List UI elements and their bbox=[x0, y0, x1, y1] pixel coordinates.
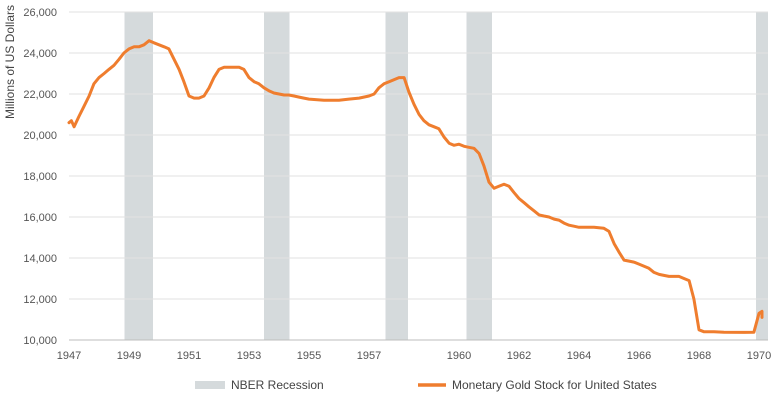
y-tick-label: 24,000 bbox=[23, 48, 57, 60]
x-tick-label: 1962 bbox=[507, 350, 531, 362]
x-tick-label: 1955 bbox=[297, 350, 321, 362]
y-tick-label: 26,000 bbox=[23, 7, 57, 19]
y-tick-label: 12,000 bbox=[23, 294, 57, 306]
legend-series-label: Monetary Gold Stock for United States bbox=[452, 378, 657, 392]
x-tick-label: 1957 bbox=[357, 350, 381, 362]
x-tick-label: 1966 bbox=[627, 350, 651, 362]
series-line-1 bbox=[67, 39, 764, 334]
y-tick-label: 18,000 bbox=[23, 171, 57, 183]
x-tick-label: 1964 bbox=[567, 350, 591, 362]
y-gridlines bbox=[69, 11, 768, 300]
legend-recession-swatch bbox=[195, 381, 225, 389]
series-lines bbox=[67, 39, 764, 334]
x-tick-label: 1947 bbox=[57, 350, 81, 362]
x-tick-label: 1951 bbox=[177, 350, 201, 362]
y-tick-label: 16,000 bbox=[23, 212, 57, 224]
x-tick-label: 1949 bbox=[117, 350, 141, 362]
x-tick-label: 1953 bbox=[237, 350, 261, 362]
x-tick-label: 1960 bbox=[447, 350, 471, 362]
y-tick-label: 20,000 bbox=[23, 130, 57, 142]
x-tick-label: 1970 bbox=[747, 350, 771, 362]
x-axis-tick-labels: 1947 1949 1951 1953 1955 1957 1960 1962 1964 1966… bbox=[57, 350, 771, 362]
x-tick-label: 1968 bbox=[687, 350, 711, 362]
y-tick-label: 22,000 bbox=[23, 89, 57, 101]
y-tick-label: 10,000 bbox=[23, 335, 57, 347]
legend-recession-label: NBER Recession bbox=[231, 378, 324, 392]
y-axis-tick-labels: 10,000 12,000 14,000 16,000 18,000 20,000 22,0… bbox=[23, 7, 57, 347]
y-axis-label: Millions of US Dollars bbox=[3, 5, 17, 119]
legend: NBER Recession Monetary Gold Stock for U… bbox=[195, 378, 657, 392]
y-tick-label: 14,000 bbox=[23, 253, 57, 265]
